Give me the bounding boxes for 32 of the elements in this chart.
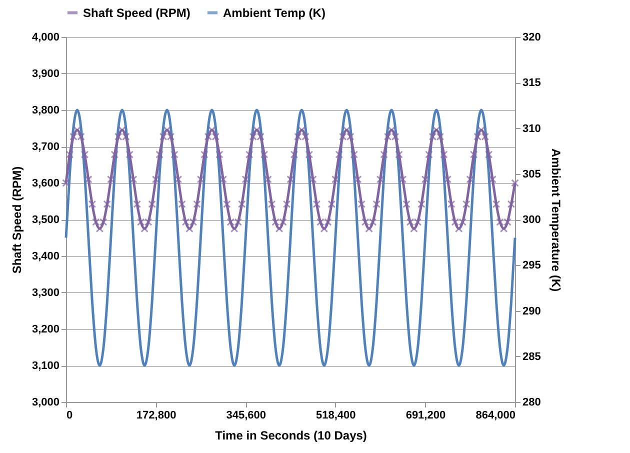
y2-tick-label: 300 bbox=[522, 214, 541, 226]
y-tick-label: 3,700 bbox=[32, 141, 60, 153]
y-tick-label: 3,200 bbox=[32, 324, 60, 336]
x-tick-label: 518,400 bbox=[316, 410, 356, 422]
y-tick-label: 4,000 bbox=[32, 32, 60, 44]
x-axis-title: Time in Seconds (10 Days) bbox=[215, 428, 367, 442]
y2-tick-label: 290 bbox=[522, 305, 541, 318]
y2-tick-label: 295 bbox=[522, 260, 541, 272]
x-tick-label: 0 bbox=[66, 410, 73, 422]
legend-label: Shaft Speed (RPM) bbox=[83, 6, 190, 20]
y2-axis-title: Ambient Temperature (K) bbox=[548, 148, 563, 292]
y-tick-label: 3,100 bbox=[32, 360, 60, 372]
y-tick-label: 3,900 bbox=[32, 68, 60, 80]
legend-label: Ambient Temp (K) bbox=[223, 6, 326, 20]
x-tick-label: 864,000 bbox=[476, 410, 516, 422]
y-tick-label: 3,000 bbox=[32, 396, 60, 408]
x-tick-label: 172,800 bbox=[136, 410, 176, 422]
x-tick-label: 691,200 bbox=[406, 410, 446, 422]
y2-tick-label: 280 bbox=[522, 396, 541, 408]
y-tick-label: 3,300 bbox=[32, 287, 60, 299]
y-axis-title: Shaft Speed (RPM) bbox=[10, 166, 24, 274]
y2-tick-label: 285 bbox=[522, 350, 541, 363]
line-series bbox=[64, 108, 516, 367]
y2-tick-label: 310 bbox=[522, 122, 541, 135]
y2-tick-label: 305 bbox=[522, 168, 541, 180]
y-tick-label: 3,800 bbox=[32, 104, 60, 116]
y-tick-label: 3,600 bbox=[32, 178, 60, 190]
y2-tick-label: 315 bbox=[522, 77, 541, 90]
x-tick-label: 345,600 bbox=[226, 410, 266, 422]
y-tick-label: 3,400 bbox=[32, 250, 60, 262]
y-tick-label: 3,500 bbox=[32, 214, 60, 226]
y2-tick-label: 320 bbox=[522, 32, 541, 44]
